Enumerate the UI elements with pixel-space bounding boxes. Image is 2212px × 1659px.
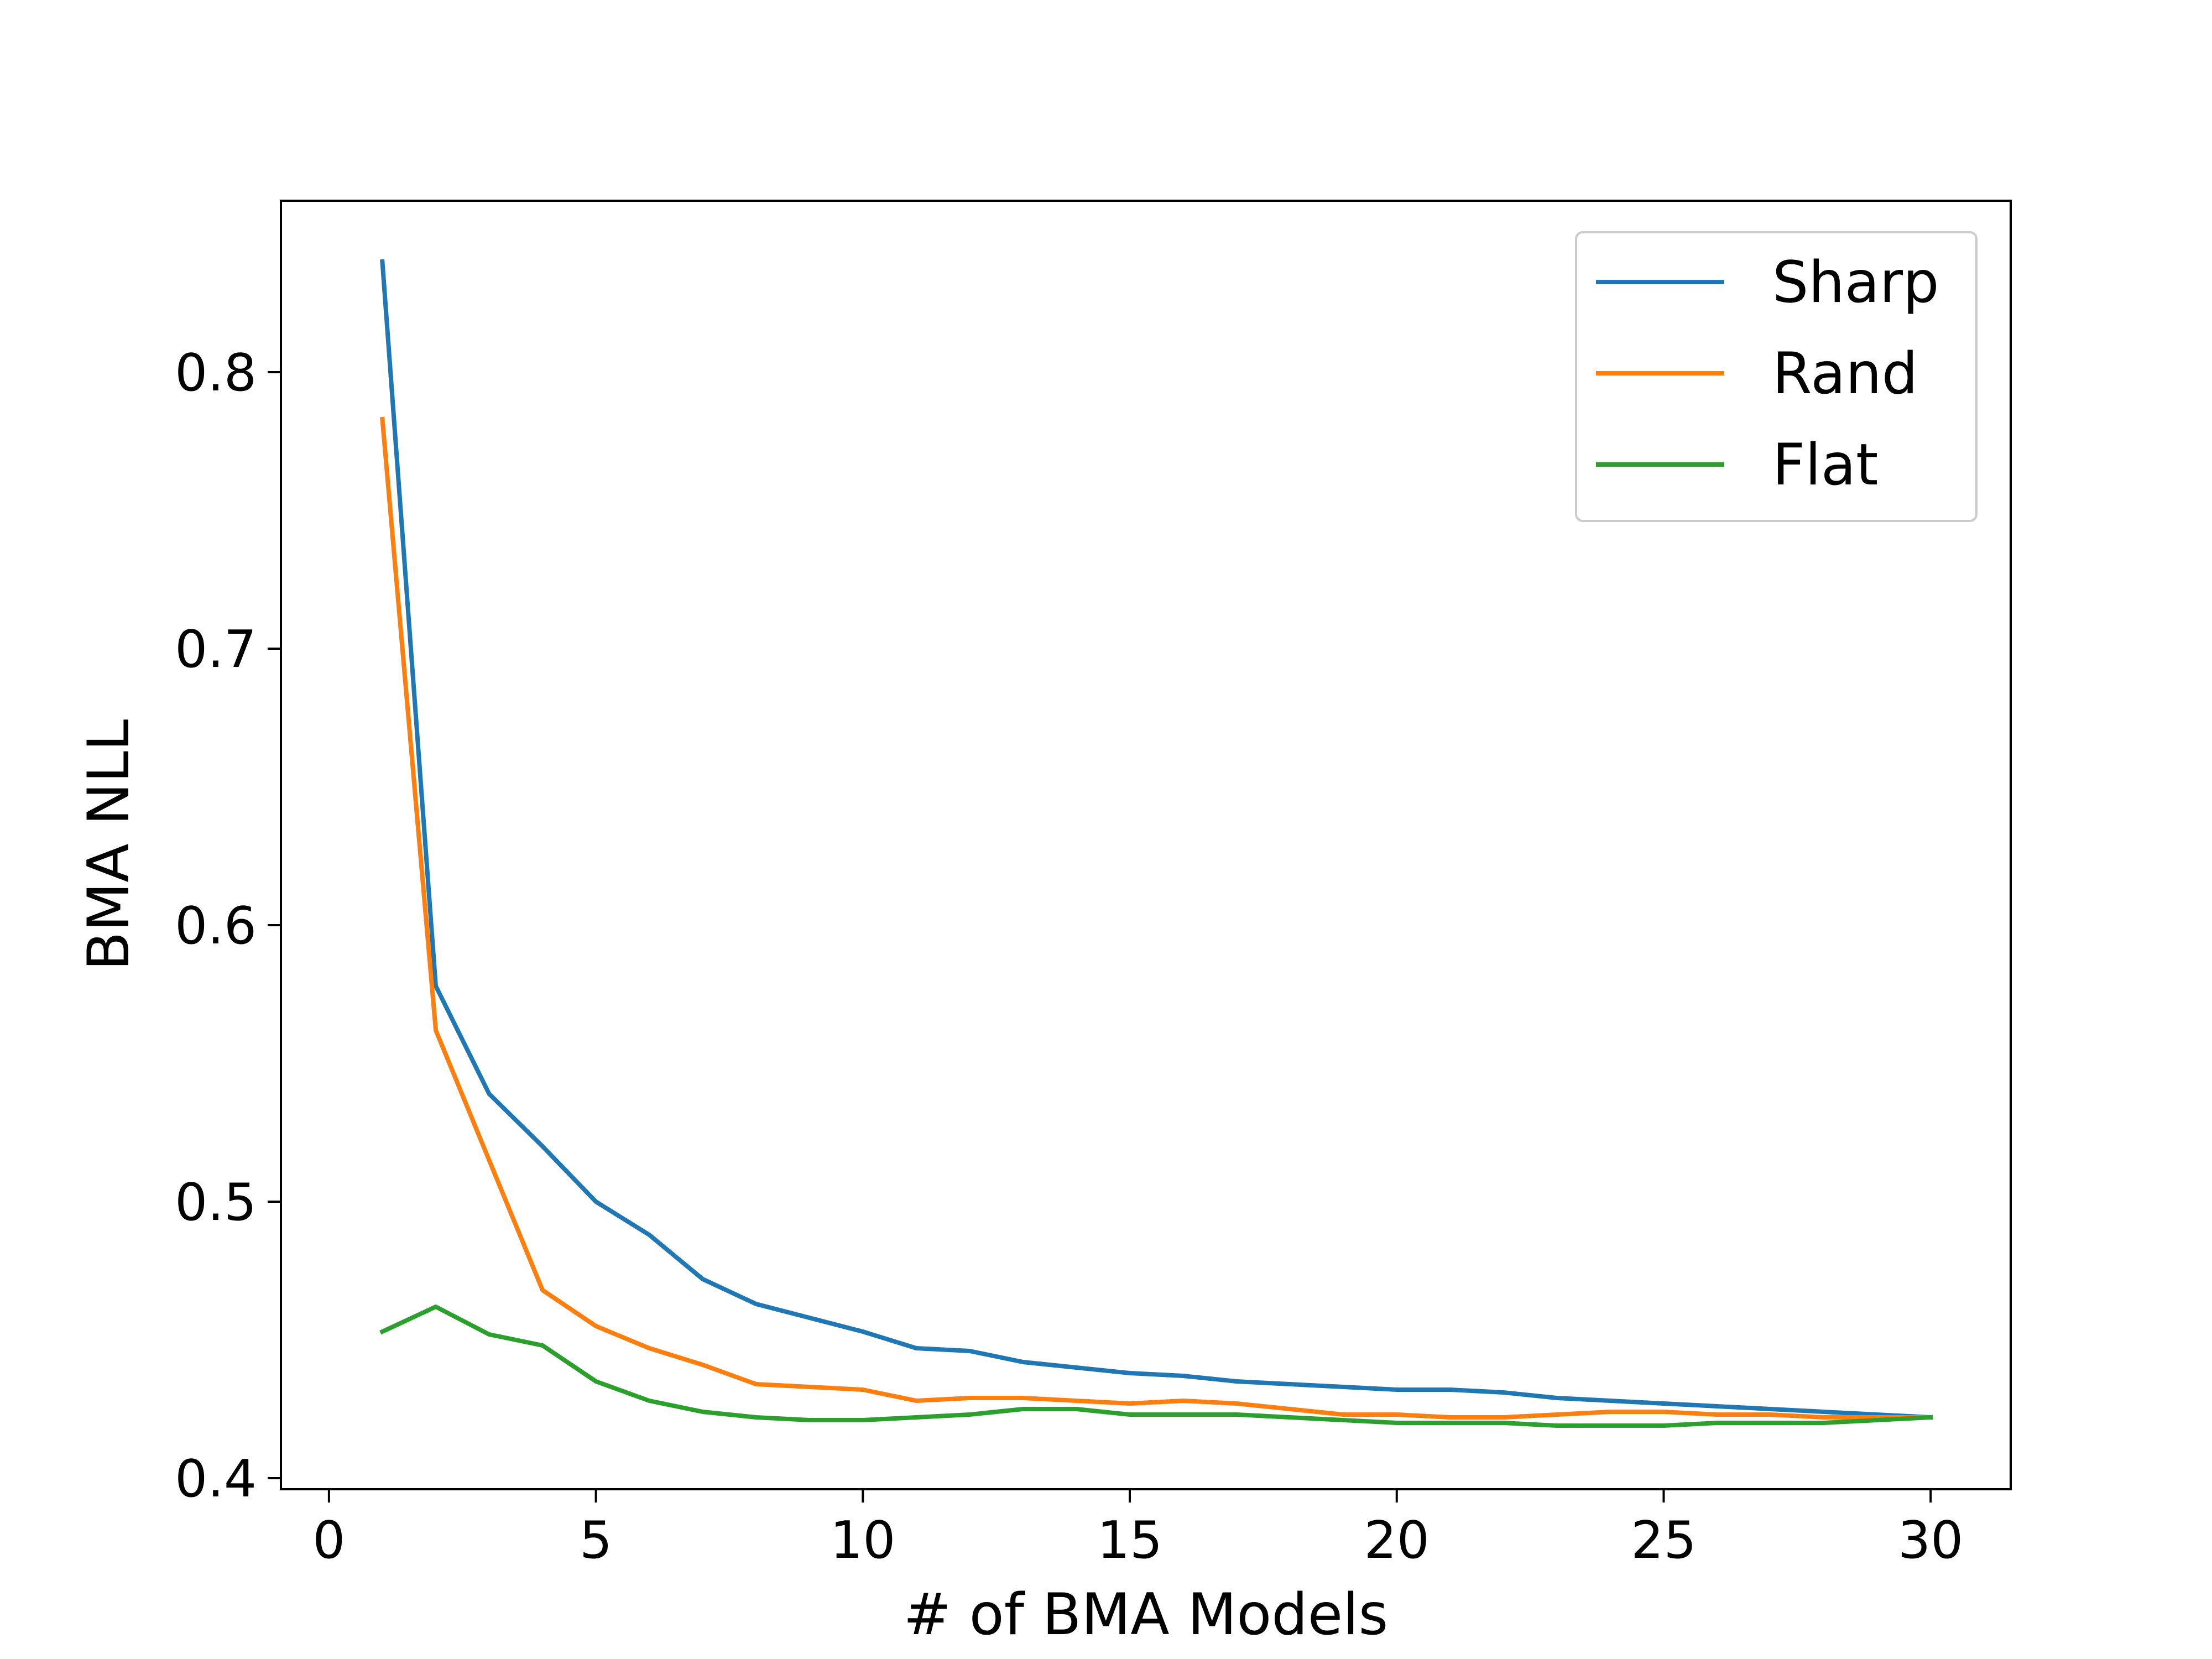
y-axis-label: BMA NLL xyxy=(76,719,142,971)
x-tick-label: 5 xyxy=(580,1510,612,1570)
y-tick-label: 0.8 xyxy=(175,343,257,403)
y-axis: 0.4 0.5 0.6 0.7 0.8 xyxy=(175,343,281,1509)
x-tick-label: 10 xyxy=(830,1510,895,1570)
series-line-sharp xyxy=(380,259,1933,1420)
x-tick-label: 25 xyxy=(1631,1510,1696,1570)
series-line-rand xyxy=(380,416,1933,1420)
y-tick-label: 0.6 xyxy=(175,896,257,956)
x-tick-label: 0 xyxy=(312,1510,345,1570)
x-axis: 0 5 10 15 20 25 30 xyxy=(312,1489,1963,1570)
y-tick-label: 0.4 xyxy=(175,1449,257,1509)
x-axis-label: # of BMA Models xyxy=(904,1582,1389,1648)
legend-box xyxy=(1575,231,1978,522)
legend-label-flat: Flat xyxy=(1772,432,1878,498)
legend: Sharp Rand Flat xyxy=(1575,231,1978,522)
series-line-flat xyxy=(379,1305,1933,1428)
x-tick-label: 15 xyxy=(1097,1510,1162,1570)
x-tick-label: 20 xyxy=(1364,1510,1430,1570)
x-tick-label: 30 xyxy=(1898,1510,1963,1570)
legend-label-rand: Rand xyxy=(1772,341,1918,407)
legend-label-sharp: Sharp xyxy=(1772,249,1939,316)
series-layer xyxy=(379,259,1933,1428)
y-tick-label: 0.5 xyxy=(175,1172,257,1232)
y-tick-label: 0.7 xyxy=(175,619,257,679)
plot-frame xyxy=(280,200,2012,1490)
